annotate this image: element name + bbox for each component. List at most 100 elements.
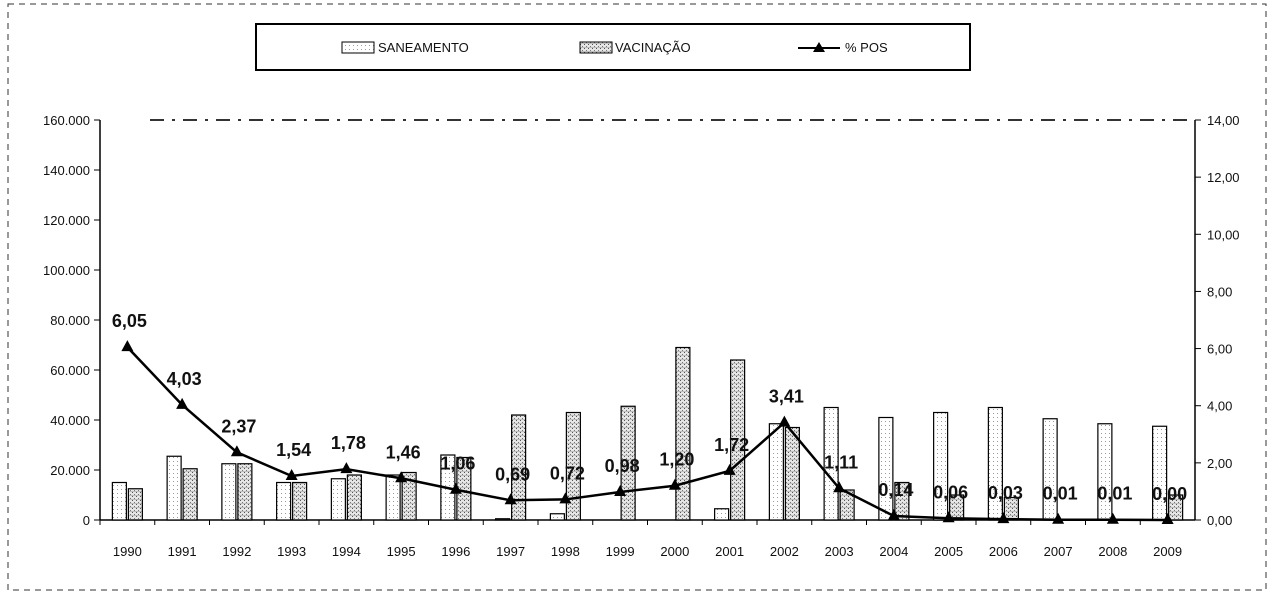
pos-data-label: 1,11 (824, 452, 858, 472)
x-tick-label: 1991 (168, 544, 197, 559)
pos-marker (395, 471, 408, 483)
pos-data-label: 0,98 (605, 456, 640, 476)
x-tick-label: 2006 (989, 544, 1018, 559)
x-tick-label: 2000 (660, 544, 689, 559)
x-tick-label: 1992 (222, 544, 251, 559)
pos-data-label: 0,03 (988, 483, 1023, 503)
y-left-tick-label: 160.000 (43, 113, 90, 128)
pos-marker (1106, 512, 1119, 524)
x-tick-label: 1996 (441, 544, 470, 559)
bar-saneamento (878, 416, 894, 521)
y-left-tick-label: 60.000 (50, 363, 90, 378)
y-right-tick-label: 12,00 (1207, 170, 1240, 185)
pos-data-label: 1,72 (714, 435, 749, 455)
legend-label-saneamento: SANEAMENTO (378, 40, 469, 55)
bars (111, 346, 1184, 521)
pos-data-label: 6,05 (112, 311, 147, 331)
legend: SANEAMENTO VACINAÇÃO % POS (255, 23, 971, 71)
pos-marker (833, 481, 846, 493)
bar-vacinacao (730, 359, 746, 521)
chart-frame (7, 3, 1267, 591)
pos-data-label: 1,06 (440, 454, 475, 474)
x-tick-label: 1995 (387, 544, 416, 559)
pos-marker (559, 492, 572, 504)
pos-data-label: 0,72 (550, 463, 585, 483)
x-axis-ticks: 1990 1991 1992 1993 1994 1995 1996 1997 1998 1999… (99, 520, 1182, 559)
pos-data-label: 1,78 (331, 433, 366, 453)
legend-label-vacinacao: VACINAÇÃO (615, 40, 691, 55)
y-right-tick-label: 4,00 (1207, 399, 1232, 414)
pos-line-path (126, 346, 1168, 522)
bar-vacinacao (292, 481, 308, 521)
legend-swatch-saneamento (341, 41, 375, 54)
pos-marker (887, 509, 900, 520)
bar-vacinacao (949, 494, 965, 521)
y-left-tick-label: 120.000 (43, 213, 90, 228)
bar-saneamento (221, 463, 237, 521)
bar-vacinacao (675, 346, 691, 521)
pos-marker (1052, 512, 1065, 524)
x-tick-label: 2009 (1153, 544, 1182, 559)
pos-data-label: 2,37 (221, 416, 256, 436)
y-left-tick-label: 140.000 (43, 163, 90, 178)
y-axis-right-ticks: 0,00 2,00 4,00 6,00 8,00 10,00 12,00 14,00 (1195, 113, 1240, 528)
bar-saneamento (1042, 418, 1058, 521)
pos-marker (285, 469, 298, 480)
x-tick-label: 1990 (113, 544, 142, 559)
bar-saneamento (1152, 425, 1168, 521)
pos-marker (340, 462, 353, 474)
pos-marker (668, 478, 681, 490)
x-tick-label: 2005 (934, 544, 963, 559)
pos-data-label: 0,69 (495, 464, 530, 484)
bar-vacinacao (127, 488, 143, 521)
bar-saneamento (768, 423, 784, 521)
bar-saneamento (714, 508, 730, 521)
y-left-tick-label: 20.000 (50, 463, 90, 478)
bar-saneamento (549, 513, 565, 521)
x-tick-label: 2001 (715, 544, 744, 559)
pos-data-label: 1,46 (386, 442, 421, 462)
y-right-tick-label: 2,00 (1207, 456, 1232, 471)
pos-data-label: 3,41 (769, 387, 804, 407)
pos-data-label: 0,00 (1152, 484, 1187, 504)
y-left-tick-label: 80.000 (50, 313, 90, 328)
pos-marker (121, 340, 134, 352)
legend-box (255, 23, 971, 71)
y-right-tick-label: 14,00 (1207, 113, 1240, 128)
bar-vacinacao (894, 481, 910, 521)
bar-vacinacao (346, 474, 362, 521)
y-right-tick-label: 10,00 (1207, 227, 1240, 242)
x-tick-label: 2008 (1098, 544, 1127, 559)
bar-saneamento (111, 481, 127, 521)
pos-data-label: 0,14 (878, 480, 913, 500)
pos-marker (723, 463, 736, 475)
bar-saneamento (933, 411, 949, 521)
y-axis-left-ticks: 0 20.000 40.000 60.000 80.000 100.000 120.000 1… (43, 113, 100, 528)
bar-saneamento (166, 455, 182, 521)
pos-data-label: 1,54 (276, 440, 311, 460)
pos-marker (504, 493, 517, 505)
bar-vacinacao (182, 468, 198, 521)
bar-vacinacao (784, 426, 800, 521)
legend-swatch-vacinacao (579, 41, 613, 54)
y-left-tick-label: 100.000 (43, 263, 90, 278)
x-tick-label: 2003 (825, 544, 854, 559)
pos-marker (778, 415, 791, 427)
bar-saneamento (385, 474, 401, 521)
legend-label-pos: % POS (845, 40, 888, 55)
bar-saneamento (495, 518, 511, 521)
pos-marker (230, 445, 243, 457)
pos-data-label: 0,01 (1097, 484, 1132, 504)
pos-data-label: 1,20 (659, 450, 694, 470)
bar-saneamento (276, 481, 292, 521)
bar-vacinacao (1168, 494, 1184, 521)
bar-vacinacao (237, 463, 253, 521)
bar-vacinacao (511, 414, 527, 521)
pos-data-label: 0,01 (1043, 484, 1078, 504)
pos-data-label: 4,03 (167, 369, 202, 389)
x-tick-label: 1997 (496, 544, 525, 559)
pos-marker (614, 485, 627, 496)
bar-saneamento (330, 478, 346, 521)
